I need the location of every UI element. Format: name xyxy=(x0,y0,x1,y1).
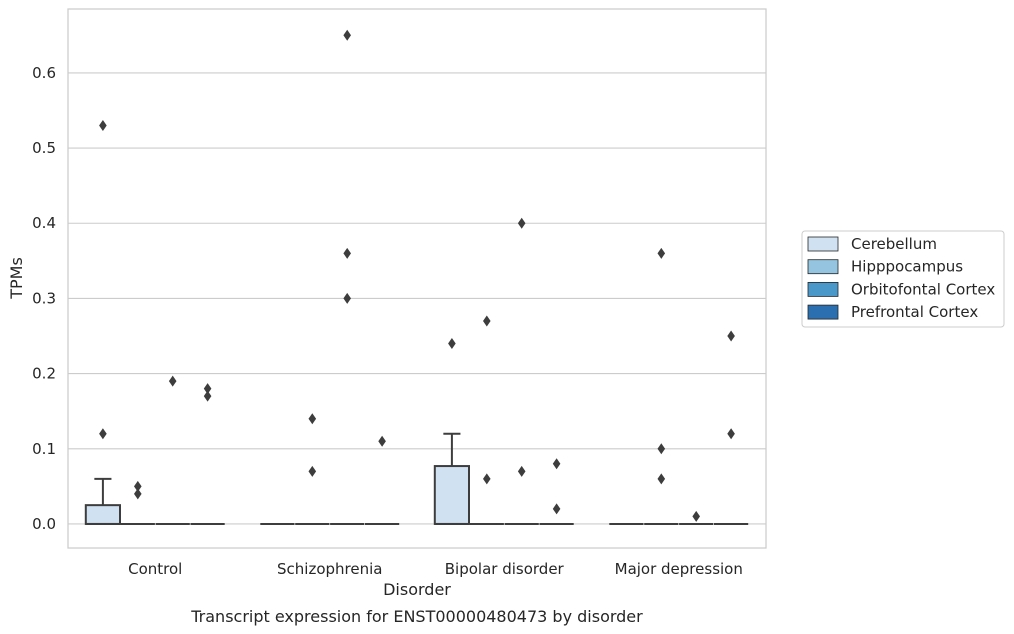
legend: Cerebellum Hipppocampus Orbitofontal Corte… xyxy=(801,230,1005,328)
outlier-point xyxy=(727,330,735,342)
chart-caption: Transcript expression for ENST0000048047… xyxy=(190,607,643,626)
x-tick-label: Major depression xyxy=(615,560,743,578)
outlier-point xyxy=(483,473,491,485)
outlier-point xyxy=(203,383,212,395)
outlier-point xyxy=(657,473,666,485)
outlier-point xyxy=(517,217,526,229)
y-tick-labels: 0.0 0.1 0.2 0.3 0.4 0.5 0.6 xyxy=(32,64,56,533)
outlier-point xyxy=(168,375,177,387)
legend-frame xyxy=(801,230,1005,328)
outlier-point xyxy=(483,315,491,327)
outlier-point xyxy=(727,428,735,440)
y-tick-label: 0.2 xyxy=(32,365,56,383)
box xyxy=(84,504,122,525)
legend-label: Prefrontal Cortex xyxy=(851,303,978,321)
outlier-point xyxy=(517,465,526,477)
grid-lines xyxy=(68,72,766,525)
x-axis-label: Disorder xyxy=(383,580,451,599)
y-tick-label: 0.3 xyxy=(32,289,56,307)
outlier-point xyxy=(308,465,317,477)
outlier-point xyxy=(378,435,386,447)
x-tick-label: Schizophrenia xyxy=(277,560,382,578)
legend-label: Orbitofontal Cortex xyxy=(851,280,995,298)
outlier-point xyxy=(308,413,317,425)
outlier-point xyxy=(343,292,351,304)
outlier-point xyxy=(134,488,142,500)
outlier-point xyxy=(99,428,107,440)
legend-swatch xyxy=(807,304,839,320)
boxes-layer xyxy=(84,29,749,525)
outlier-point xyxy=(657,443,666,455)
y-tick-label: 0.0 xyxy=(32,515,56,533)
y-tick-label: 0.1 xyxy=(32,440,56,458)
y-tick-label: 0.6 xyxy=(32,64,56,82)
outlier-point xyxy=(448,338,456,350)
legend-swatch xyxy=(807,281,839,297)
outlier-point xyxy=(203,390,212,402)
x-tick-labels: Control Schizophrenia Bipolar disorder Majo… xyxy=(128,560,743,578)
y-tick-label: 0.4 xyxy=(32,214,56,232)
legend-label: Hipppocampus xyxy=(851,258,963,276)
outlier-point xyxy=(343,247,351,259)
outlier-point xyxy=(692,510,700,522)
plot-area xyxy=(68,9,766,548)
legend-label: Cerebellum xyxy=(851,235,937,253)
x-tick-label: Control xyxy=(128,560,182,578)
outlier-point xyxy=(552,458,561,470)
outlier-point xyxy=(343,29,351,41)
outlier-point xyxy=(99,120,107,132)
plot-frame xyxy=(67,8,767,549)
legend-swatch xyxy=(807,236,839,252)
outlier-point xyxy=(134,480,142,492)
x-tick-label: Bipolar disorder xyxy=(445,560,565,578)
y-tick-label: 0.5 xyxy=(32,139,56,157)
outlier-point xyxy=(657,247,666,259)
outlier-point xyxy=(552,503,561,515)
y-axis-label: TPMs xyxy=(7,257,26,300)
box xyxy=(433,465,471,525)
legend-swatch xyxy=(807,259,839,275)
